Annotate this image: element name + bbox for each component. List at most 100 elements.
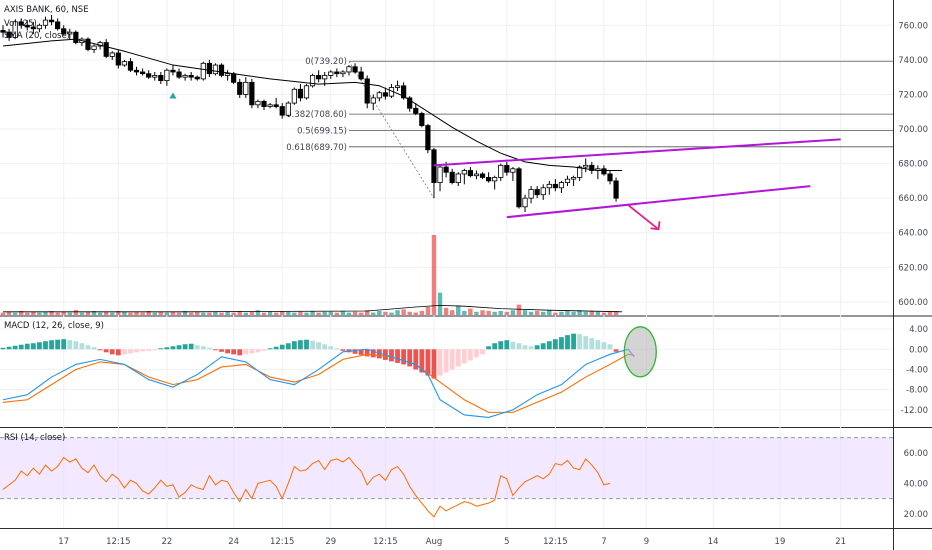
candle-body: [498, 164, 504, 178]
macd-histogram-bar: [340, 349, 346, 351]
candle-body: [73, 31, 79, 43]
volume-bar: [377, 311, 382, 315]
candle-body: [419, 113, 425, 126]
macd-histogram-bar: [249, 349, 255, 354]
volume-bar: [146, 311, 151, 315]
candle-body: [352, 66, 358, 73]
volume-bar: [261, 312, 267, 315]
volume-bar: [0, 312, 6, 315]
macd-histogram-bar: [115, 349, 121, 356]
macd-histogram-bar: [552, 339, 558, 350]
candle-body: [224, 73, 231, 76]
volume-bar: [395, 310, 400, 315]
macd-histogram-bar: [188, 343, 194, 350]
candle-body: [382, 92, 389, 97]
candle-body: [443, 166, 449, 173]
macd-histogram-bar: [24, 343, 30, 350]
candle-body: [255, 100, 261, 106]
macd-histogram-bar: [279, 344, 285, 350]
macd-histogram-bar: [413, 349, 419, 370]
candle-body: [425, 125, 431, 151]
macd-histogram-bar: [194, 345, 200, 350]
candle-body: [206, 62, 212, 75]
candle-body: [467, 170, 473, 177]
candle-body: [127, 61, 134, 71]
candle-body: [309, 75, 316, 87]
volume-bar: [383, 311, 388, 315]
time-tick-label: 22: [161, 537, 172, 547]
macd-histogram-bar: [12, 345, 18, 350]
time-tick-label: 24: [228, 537, 239, 547]
candle-body: [158, 75, 164, 82]
candle-body: [601, 168, 607, 175]
macd-histogram-bar: [540, 343, 546, 350]
macd-histogram-bar: [546, 341, 552, 350]
macd-histogram-bar: [395, 349, 400, 363]
candle-body: [407, 97, 413, 109]
volume-bar: [61, 311, 66, 315]
volume-bar: [37, 312, 42, 315]
time-tick-label: 12:15: [270, 537, 295, 547]
candle-body: [261, 100, 267, 107]
candle-body: [279, 106, 285, 116]
volume-bar: [528, 311, 534, 315]
candle-body: [358, 71, 364, 80]
sma-legend[interactable]: SMA (20, close): [4, 31, 70, 41]
macd-histogram-bar: [0, 347, 6, 350]
macd-histogram-bar: [85, 345, 91, 350]
volume-bar: [565, 311, 570, 315]
symbol-title[interactable]: AXIS BANK, 60, NSE: [4, 5, 89, 15]
volume-bar: [419, 311, 425, 315]
volume-bar: [176, 312, 182, 315]
rsi-band-fill: [0, 437, 893, 499]
rsi-legend[interactable]: RSI (14, close): [4, 433, 66, 443]
volume-bar: [201, 312, 206, 315]
price-axis[interactable]: 760.00 740.00 720.00 700.00 680.00 660.00 640.…: [898, 21, 928, 520]
macd-histogram-bar: [461, 349, 467, 364]
macd-histogram-bar: [316, 342, 322, 350]
volume-bar: [73, 310, 79, 315]
volume-bar: [595, 311, 601, 315]
candle-body: [0, 30, 6, 33]
candle-body: [364, 78, 370, 104]
macd-histogram-bar: [401, 349, 407, 365]
volume-bar: [134, 311, 139, 315]
volume-bar: [188, 312, 194, 315]
macd-histogram-bar: [134, 349, 139, 353]
volume-bar: [559, 311, 564, 315]
macd-histogram-bar: [528, 346, 534, 350]
sma-line: [2, 38, 623, 172]
time-axis[interactable]: 17 12:15 22 24 12:15 29 12:15 Aug 5 12:15 7 9 14 19 21: [58, 537, 846, 547]
volume-bar: [498, 311, 503, 315]
volume-bar: [316, 312, 321, 315]
volume-bar: [213, 311, 218, 315]
macd-histogram-bar: [30, 343, 36, 350]
rsi-pane: [2, 456, 611, 518]
macd-signal-line: [2, 353, 635, 413]
macd-histogram-bar: [322, 344, 328, 350]
macd-histogram-bar: [358, 349, 364, 355]
volume-bar: [522, 310, 528, 315]
rsi-tick-label: 20.00: [904, 510, 928, 520]
price-tick-label: 760.00: [898, 21, 928, 31]
macd-legend[interactable]: MACD (12, 26, close, 9): [4, 321, 104, 331]
candle-body: [24, 24, 30, 28]
macd-histogram-bar: [516, 343, 522, 350]
macd-histogram-bar: [164, 347, 170, 350]
volume-bar: [207, 312, 212, 315]
candle-body: [589, 164, 595, 171]
drawings[interactable]: [433, 138, 841, 231]
fibonacci-levels[interactable]: 0(739.20) 0.382(708.60) 0.5(699.15) 0.618(6…: [286, 57, 893, 199]
macd-histogram-bar: [97, 349, 103, 351]
volume-legend[interactable]: Vol (25): [4, 19, 37, 29]
candle-body: [376, 92, 382, 99]
time-tick-label: 9: [644, 537, 649, 547]
macd-histogram-bar: [492, 343, 498, 350]
macd-histogram-bar: [55, 339, 61, 350]
candle-body: [455, 173, 461, 184]
candle-body: [504, 164, 510, 173]
volume-bar: [480, 310, 485, 315]
macd-histogram-bar: [449, 349, 455, 370]
macd-histogram-bar: [407, 349, 413, 367]
